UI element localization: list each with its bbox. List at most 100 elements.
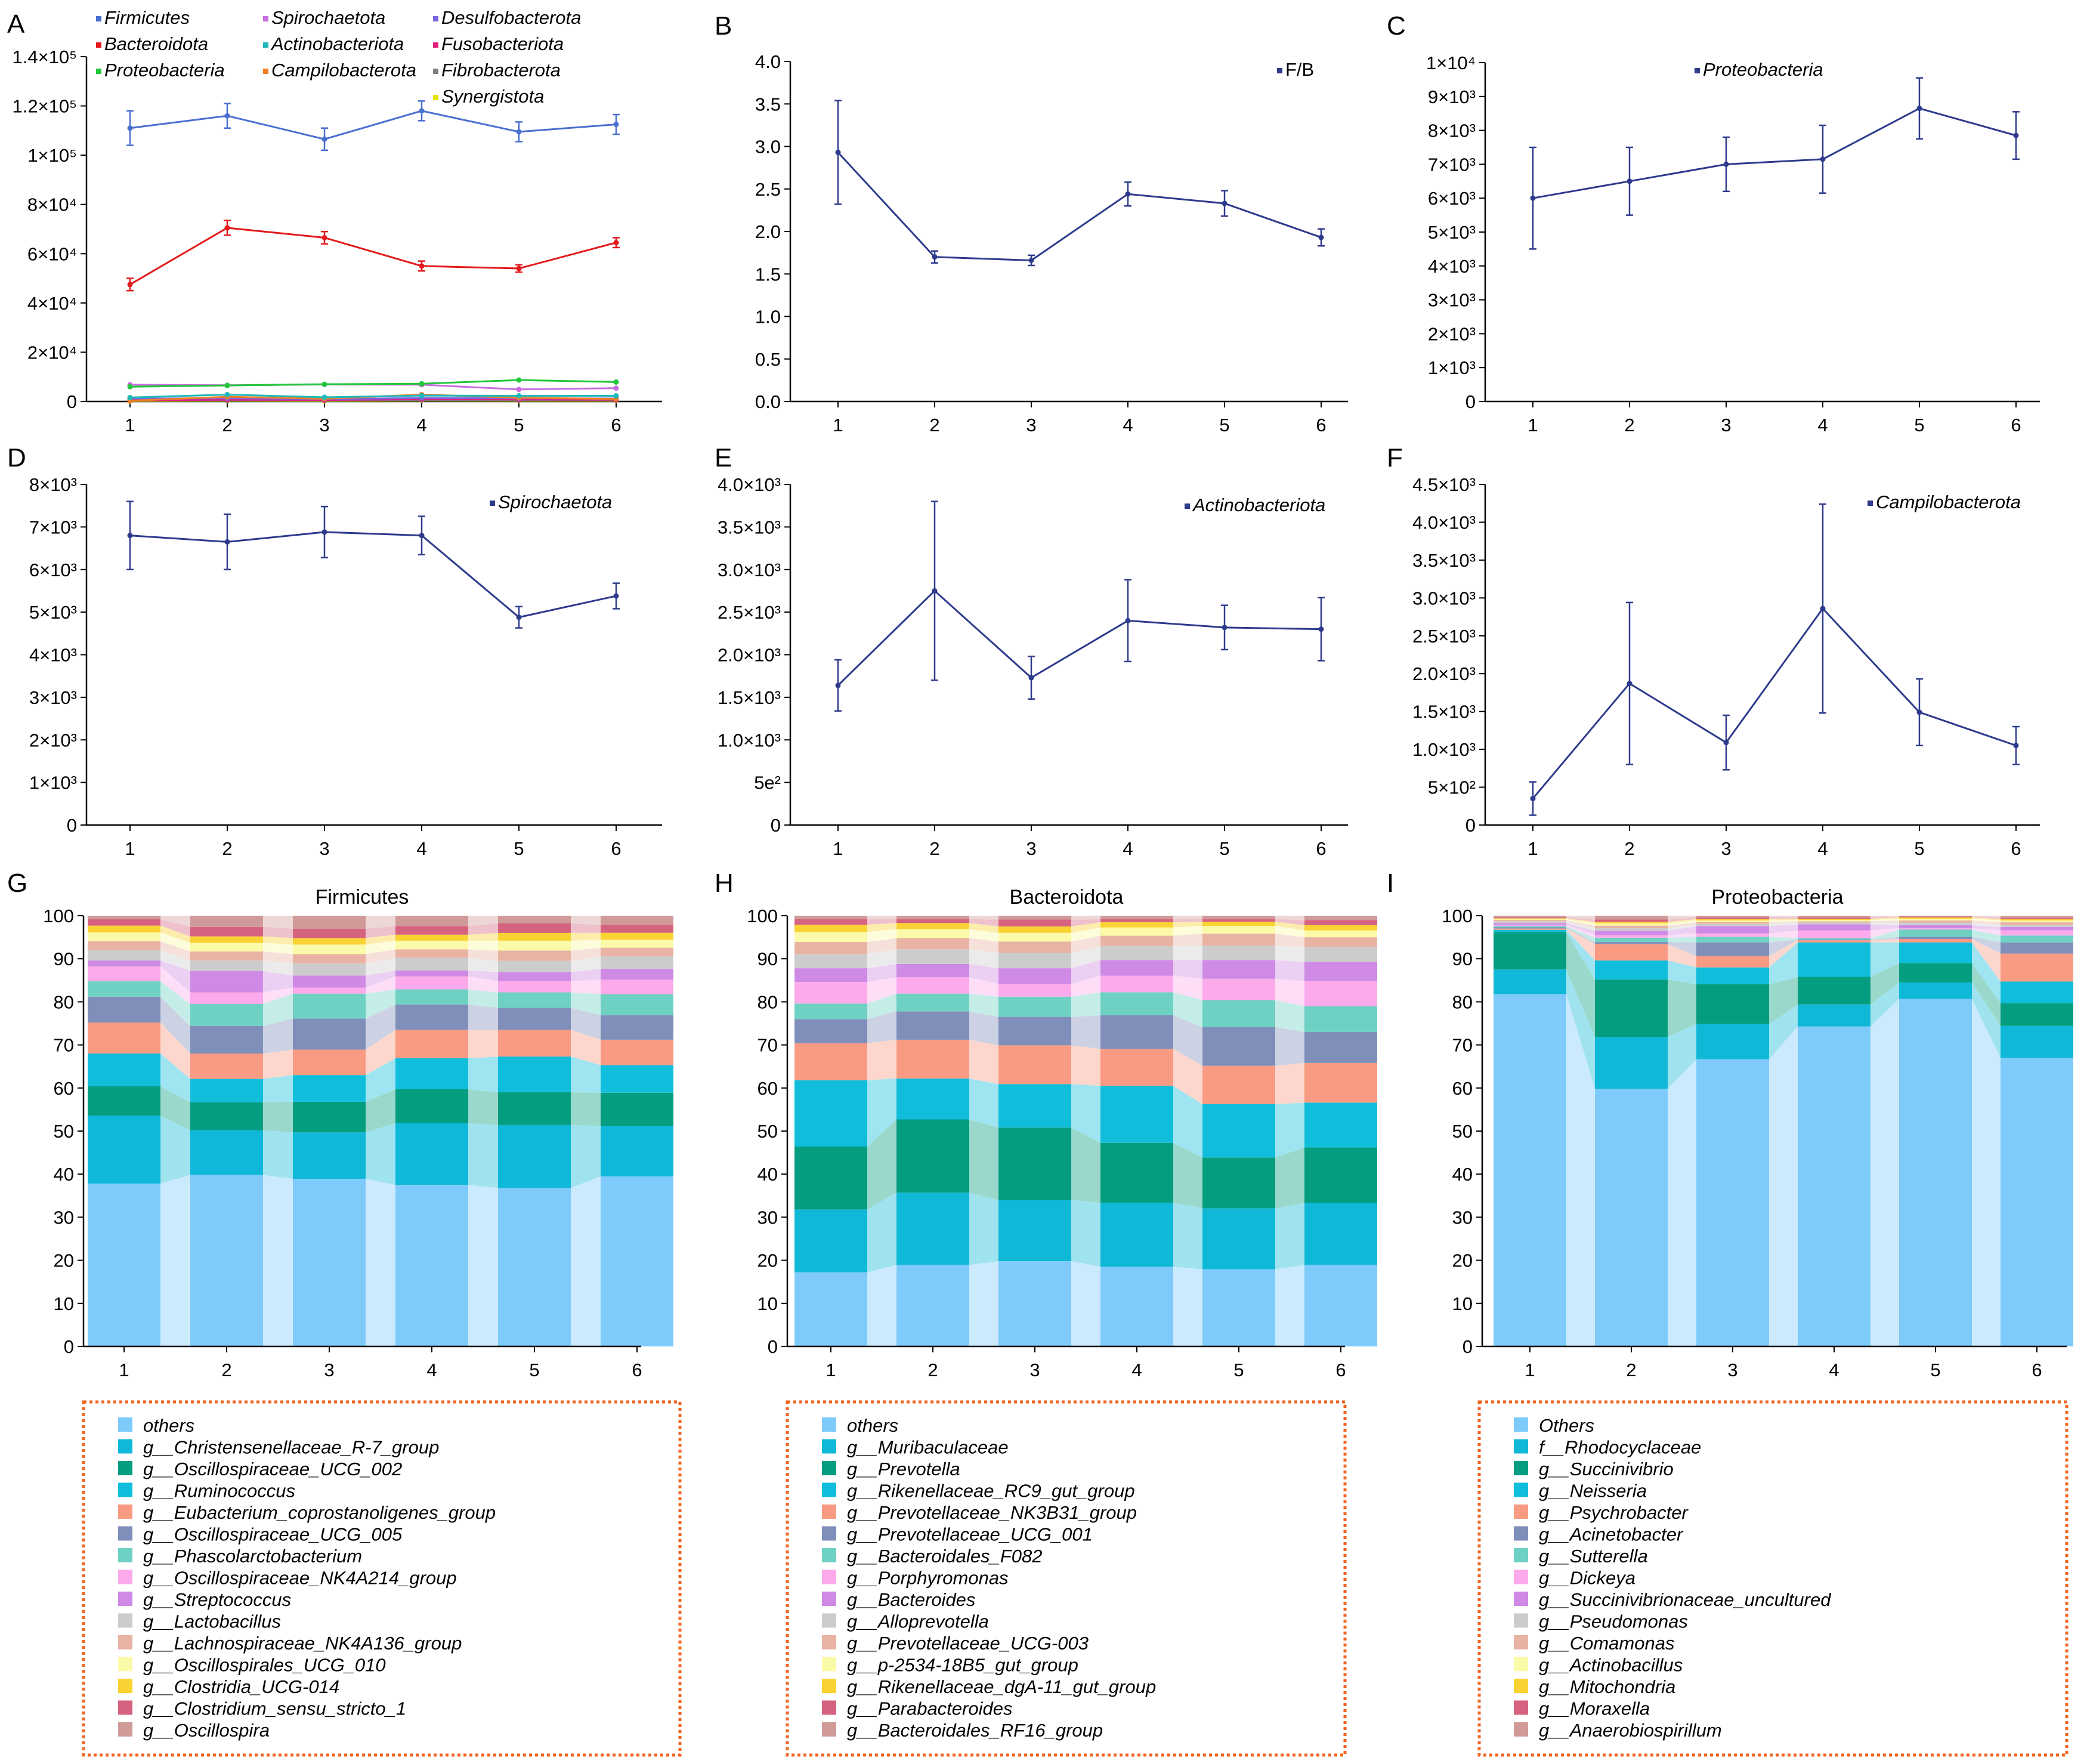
band-f__Rhodocyclaceae: [1566, 969, 1595, 1089]
panel-D: D 0 1×10³ 2×10³ 3×10³ 4×10³ 5×10³ 6×10³ 7×10³ 8×1…: [7, 443, 662, 859]
data-point: [932, 254, 938, 260]
data-point: [321, 529, 327, 535]
bar-segment-g__Christensenellaceae_R-7_group: [293, 1132, 366, 1179]
bar-segment-g__Prevotellaceae_UCG_001: [998, 1017, 1071, 1046]
panel-A-y-tick-label: 6×10⁴: [27, 243, 77, 264]
bar-segment-others: [601, 1176, 673, 1346]
data-point: [1318, 234, 1324, 240]
panel-B-x-tick-label: 3: [1026, 415, 1036, 435]
legend-label-g__Rikenellaceae_RC9_gut_group: g__Rikenellaceae_RC9_gut_group: [847, 1481, 1135, 1502]
bar-segment-g__Oscillospira: [601, 916, 673, 925]
panel-B-x-tick-label: 6: [1316, 415, 1326, 435]
panel-H-x-tick-label: 5: [1233, 1360, 1244, 1380]
panel-C-y-tick-label: 1×10⁴: [1426, 52, 1476, 73]
band-g__Bacteroidales_F082: [867, 993, 896, 1020]
band-g__Rikenellaceae_RC9_gut_group: [1275, 1102, 1304, 1158]
band-g__Rikenellaceae_dgA-11_gut_group: [1275, 922, 1304, 931]
bar-segment-g__Succinivibrionaceae_uncultured: [1899, 925, 1972, 928]
panel-F: F 0 5×10² 1.0×10³ 1.5×10³ 2.0×10³ 2.5×10³ 3.0×1…: [1387, 443, 2040, 859]
bar-segment-g__Rikenellaceae_dgA-11_gut_group: [794, 925, 867, 932]
band-g__Lachnospiraceae_NK4A136_group: [366, 949, 395, 964]
bar-segment-others: [1202, 1269, 1275, 1346]
bar-segment-g__Dickeya: [1798, 930, 1870, 938]
bar-segment-g__Phascolarctobacterium: [293, 993, 366, 1019]
bar-segment-g__Oscillospiraceae_UCG_002: [498, 1092, 571, 1125]
bar-segment-g__Prevotellaceae_NK3B31_group: [794, 1043, 867, 1080]
band-g__Comamonas: [1972, 920, 2001, 925]
panel-C-y-tick-label: 6×10³: [1428, 188, 1476, 209]
band-g__Ruminococcus: [263, 1075, 293, 1102]
bar-segment-g__Dickeya: [1696, 933, 1769, 937]
legend-swatch: [433, 42, 438, 48]
bar-segment-g__Oscillospira: [498, 916, 571, 923]
bar-segment-g__Alloprevotella: [1304, 947, 1377, 962]
legend-label-Proteobacteria: Proteobacteria: [104, 60, 225, 81]
band-g__Acinetobacter: [1769, 939, 1798, 956]
band-others: [1173, 1266, 1202, 1346]
panel-E-x-tick-label: 6: [1316, 838, 1326, 859]
bar-segment-g__Parabacteroides: [1202, 919, 1275, 922]
bar-segment-g__Lachnospiraceae_NK4A136_group: [601, 947, 673, 957]
legend-swatch: [822, 1417, 836, 1432]
bar-segment-g__Streptococcus: [395, 970, 468, 977]
legend-swatch: [433, 16, 438, 21]
band-g__Porphyromonas: [867, 977, 896, 1004]
legend-label-g__Porphyromonas: g__Porphyromonas: [847, 1568, 1009, 1589]
bar-segment-g__Ruminococcus: [293, 1075, 366, 1102]
data-point: [1028, 257, 1034, 263]
band-g__Mitochondria: [1870, 917, 1899, 920]
panel-H-y-tick-label: 40: [757, 1164, 778, 1185]
legend-swatch: [822, 1722, 836, 1737]
legend-box-H: othersg__Muribaculaceaeg__Prevotellag__R…: [786, 1400, 1347, 1757]
legend-label-Campilobacterota: Campilobacterota: [1876, 492, 2021, 512]
band-g__Parabacteroides: [1275, 919, 1304, 925]
panel-H-x-tick-label: 3: [1029, 1360, 1040, 1380]
legend-label-g__Bacteroidales_F082: g__Bacteroidales_F082: [847, 1546, 1042, 1567]
panel-I-y-tick-label: 40: [1452, 1164, 1473, 1185]
bar-segment-g__Bacteroidales_RF16_group: [794, 916, 867, 919]
band-g__Rikenellaceae_dgA-11_gut_group: [969, 923, 998, 933]
panel-I-y-tick-label: 60: [1452, 1078, 1473, 1099]
bar-segment-g__Succinivibrionaceae_uncultured: [2001, 926, 2073, 931]
band-g__Actinobacillus: [1566, 919, 1595, 926]
bar-segment-g__Mitochondria: [1899, 917, 1972, 919]
panel-C-x-tick-label: 6: [2011, 415, 2021, 435]
band-g__Succinivibrionaceae_uncultured: [1769, 924, 1798, 934]
bar-segment-f__Rhodocyclaceae: [1595, 1037, 1668, 1089]
legend-label-g__Ruminococcus: g__Ruminococcus: [143, 1481, 295, 1502]
bar-segment-g__Succinivibrio: [1899, 963, 1972, 983]
bar-segment-g__Prevotellaceae_UCG-003: [998, 941, 1071, 953]
panel-E-x-tick-label: 5: [1219, 838, 1229, 859]
panel-H-y-tick-label: 80: [757, 991, 778, 1012]
legend-label-g__Anaerobiospirillum: g__Anaerobiospirillum: [1539, 1720, 1722, 1741]
legend-label-g__Comamonas: g__Comamonas: [1539, 1633, 1674, 1654]
bar-segment-g__Mitochondria: [1696, 919, 1769, 920]
band-g__Mitochondria: [1566, 918, 1595, 923]
panel-H-y-tick-label: 20: [757, 1250, 778, 1271]
bar-segment-g__Oscillospiraceae_UCG_005: [88, 996, 160, 1023]
bar-segment-g__Porphyromonas: [1100, 975, 1173, 993]
band-g__Succinivibrionaceae_uncultured: [1870, 924, 1899, 931]
band-g__Oscillospira: [468, 916, 498, 926]
band-g__Christensenellaceae_R-7_group: [160, 1116, 190, 1184]
band-g__Psychrobacter: [1566, 928, 1595, 961]
band-g__Lactobacillus: [366, 957, 395, 976]
bar-segment-g__Oscillospiraceae_UCG_002: [601, 1092, 673, 1126]
panel-F-y-tick-label: 4.5×10³: [1412, 474, 1476, 495]
bar-segment-g__Moraxella: [1494, 917, 1566, 919]
legend-swatch: [118, 1657, 132, 1672]
bar-segment-g__Rikenellaceae_dgA-11_gut_group: [1202, 922, 1275, 926]
band-g__Prevotella: [867, 1119, 896, 1210]
bar-segment-g__Muribaculaceae: [1202, 1208, 1275, 1269]
bar-segment-others: [794, 1272, 867, 1346]
bar-segment-g__Prevotellaceae_NK3B31_group: [998, 1045, 1071, 1085]
band-g__Acinetobacter: [1972, 937, 2001, 954]
bar-segment-g__Pseudomonas: [2001, 925, 2073, 927]
bar-segment-g__Succinivibrionaceae_uncultured: [1595, 931, 1668, 935]
bar-segment-g__Sutterella: [1798, 938, 1870, 940]
bar-segment-g__Phascolarctobacterium: [88, 981, 160, 997]
legend-label-g__Christensenellaceae_R-7_group: g__Christensenellaceae_R-7_group: [143, 1437, 439, 1458]
band-g__Parabacteroides: [1173, 919, 1202, 922]
